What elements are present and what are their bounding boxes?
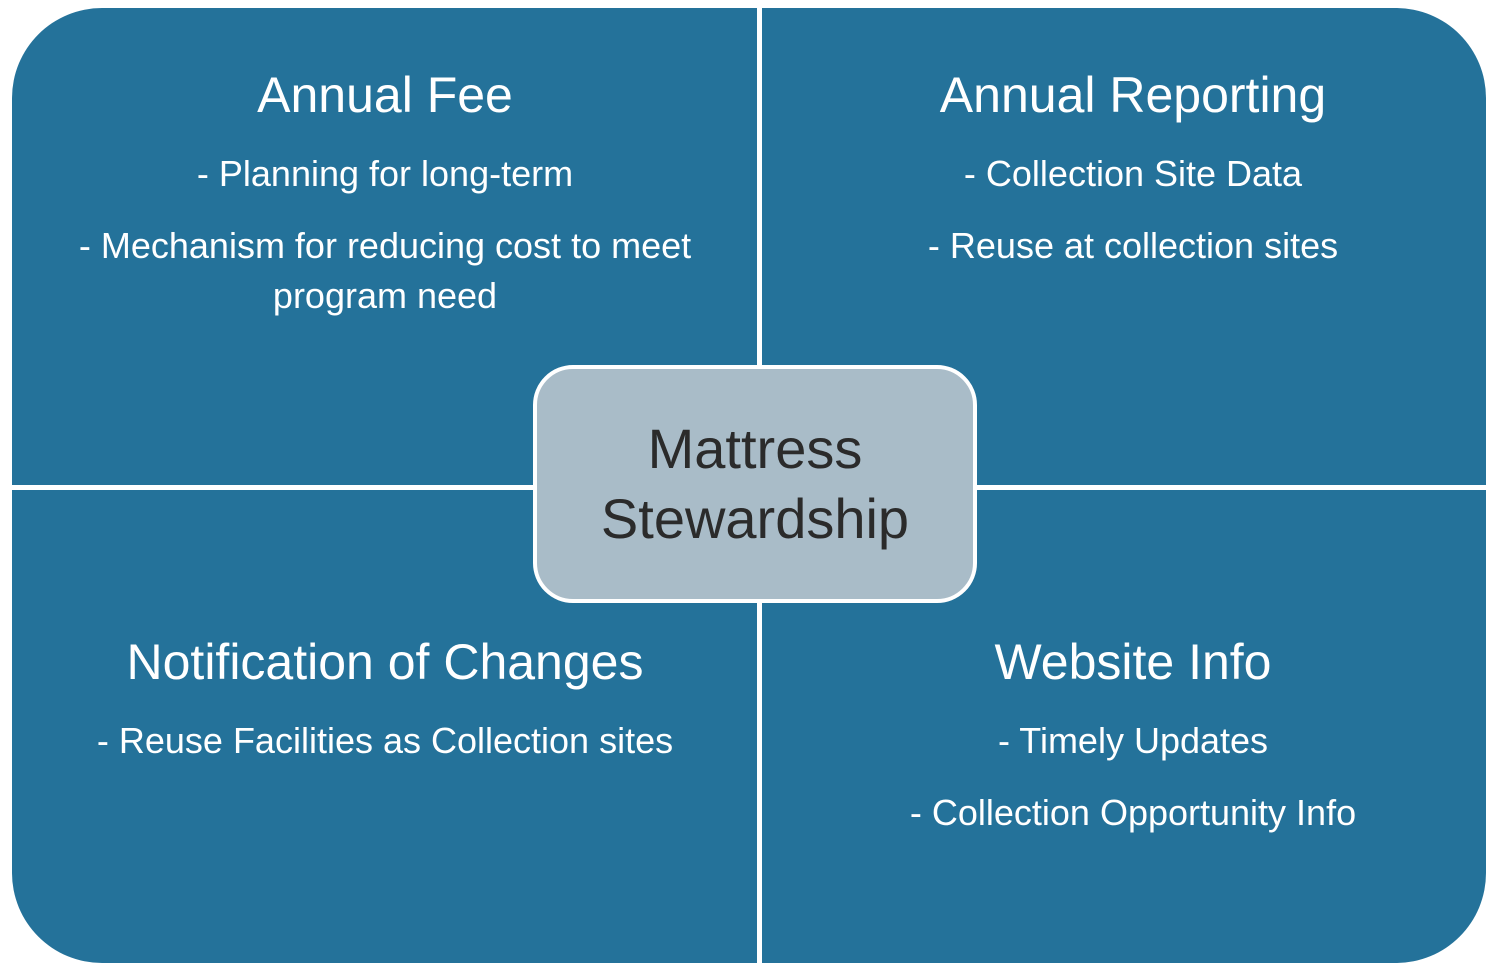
quadrant-title: Annual Reporting <box>939 67 1327 123</box>
quadrant-item: - Collection Opportunity Info <box>909 792 1357 833</box>
quadrant-item: - Reuse Facilities as Collection sites <box>96 720 674 761</box>
quadrant: Website Info - Timely Updates - Collecti… <box>790 632 1476 860</box>
quadrant: Notification of Changes - Reuse Faciliti… <box>40 632 730 788</box>
quadrant-title: Annual Fee <box>257 67 513 123</box>
quadrant-title: Notification of Changes <box>126 634 644 690</box>
quadrant-item: - Timely Updates <box>997 720 1269 761</box>
center-label: Mattress Stewardship <box>600 417 910 550</box>
quadrant: Annual Reporting - Collection Site Data … <box>790 65 1476 293</box>
quadrant-item: - Planning for long-term <box>196 153 574 194</box>
quadrant-item: - Reuse at collection sites <box>927 225 1339 266</box>
quadrant-title: Website Info <box>994 634 1272 690</box>
quadrant-item: - Collection Site Data <box>963 153 1303 194</box>
quadrant: Annual Fee - Planning for long-term - Me… <box>40 65 730 343</box>
quadrant-item: - Mechanism for reducing cost to meet pr… <box>78 225 692 316</box>
center-box: Mattress Stewardship <box>533 365 977 603</box>
